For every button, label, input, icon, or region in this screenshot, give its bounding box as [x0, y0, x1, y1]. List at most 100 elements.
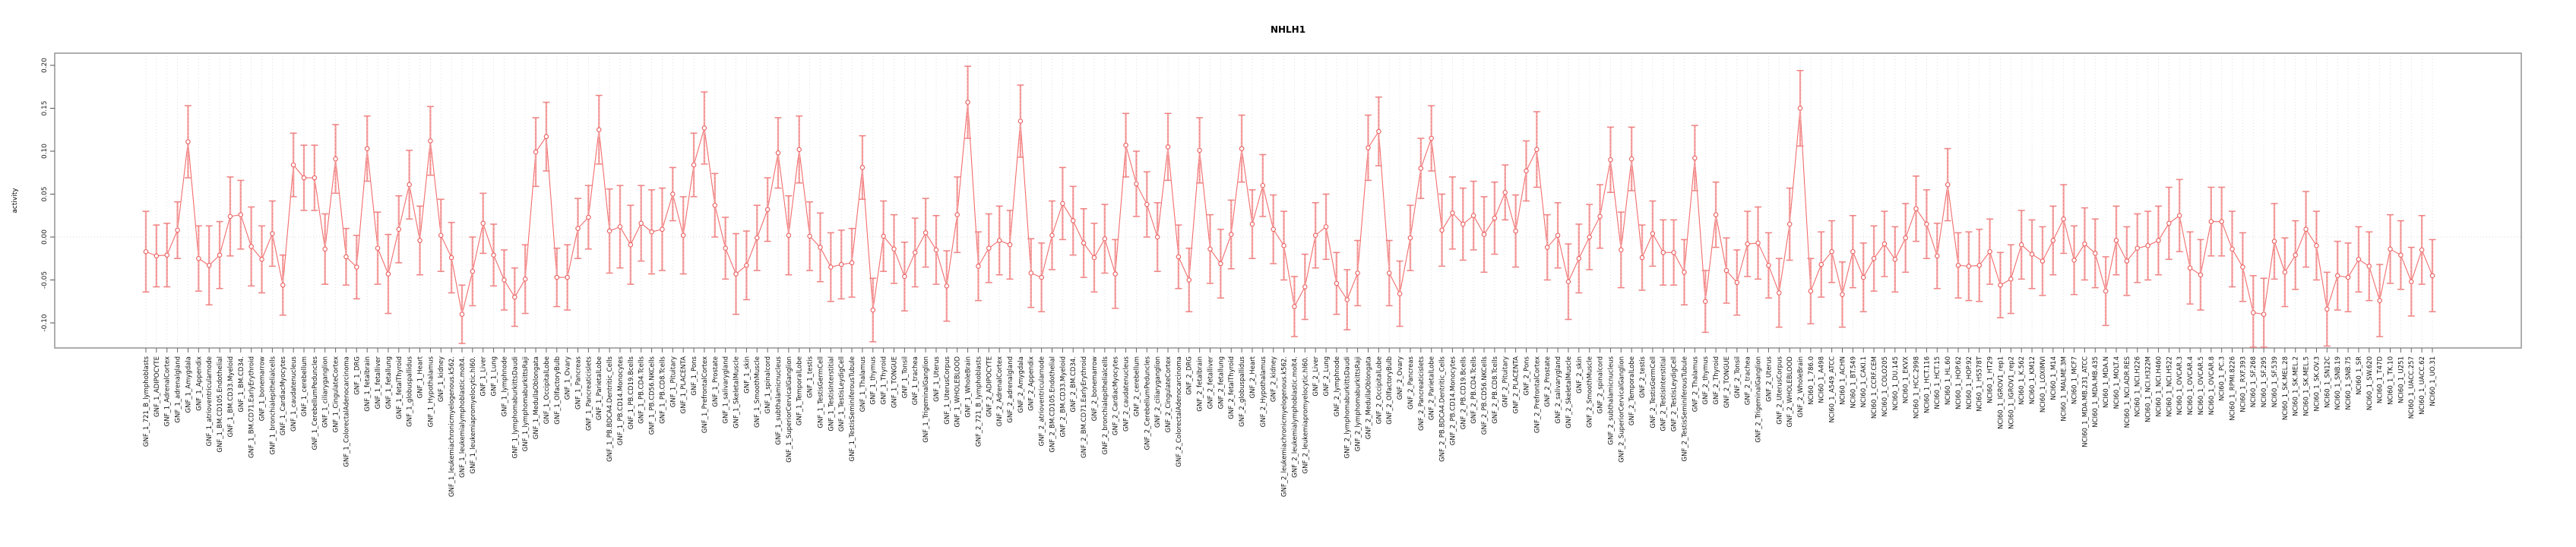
- x-tick-label: GNF_2_fetalThyroid: [1228, 356, 1236, 419]
- data-point: [1039, 274, 1044, 280]
- x-tick-label: GNF_2_Tonsil: [1734, 356, 1742, 398]
- x-tick-label: NCI60_1_SF.268: [2250, 356, 2258, 407]
- x-tick-label: GNF_2_PrefrontalCortex: [1533, 356, 1541, 433]
- data-point: [448, 255, 454, 261]
- data-point: [396, 226, 402, 232]
- data-point: [1628, 156, 1635, 162]
- data-point: [1840, 292, 1845, 297]
- x-tick-label: GNF_1_MedullaOblongata: [533, 356, 540, 439]
- x-tick-label: GNF_1_testis: [807, 356, 815, 397]
- data-point: [1671, 250, 1676, 255]
- x-tick-label: NCI60_1_SNB.75: [2345, 356, 2353, 410]
- data-point: [270, 231, 275, 236]
- x-tick-label: GNF_2_WHOLEBLOOD: [1786, 356, 1794, 428]
- data-point: [1344, 297, 1350, 302]
- x-tick-label: GNF_1_lymphomaburkittsDaudi: [511, 356, 519, 458]
- data-point: [1176, 254, 1182, 260]
- x-tick-label: GNF_1_ADIPOCYTE: [153, 356, 161, 417]
- x-tick-label: GNF_2_Thalamus: [1691, 356, 1699, 412]
- x-tick-label: NCI60_1_MCF7: [2071, 356, 2079, 404]
- data-point: [586, 214, 591, 220]
- x-tick-label: NCI60_1_786.0: [1808, 356, 1815, 405]
- x-tick-label: GNF_1_Thyroid: [881, 356, 888, 405]
- data-point: [1060, 201, 1065, 207]
- x-tick-label: GNF_1_Thalamus: [859, 356, 867, 412]
- x-tick-label: GNF_1_BM.CD33.Myeloid: [227, 356, 235, 438]
- x-tick-label: GNF_1_ciliaryganglion: [322, 356, 330, 428]
- x-tick-label: GNF_2_bonemarrow: [1091, 356, 1099, 421]
- x-tick-label: NCI60_1_DU.145: [1892, 356, 1900, 410]
- x-tick-label: GNF_1_leukemiachronicmyelogenous.k562.: [448, 356, 456, 497]
- data-point: [1386, 270, 1392, 276]
- x-tick-label: GNF_2_Prostate: [1544, 356, 1552, 407]
- data-point: [828, 264, 834, 270]
- data-point: [206, 263, 212, 268]
- data-point: [1544, 245, 1550, 250]
- data-point: [533, 149, 539, 155]
- x-tick-label: NCI60_1_RPMI.8226: [2229, 356, 2237, 421]
- data-point: [680, 232, 686, 238]
- data-point: [2166, 220, 2172, 226]
- x-tick-label: GNF_1_TestisSeminiferousTubule: [849, 356, 856, 462]
- x-tick-label: GNF_1_Hypothalamus: [427, 356, 435, 427]
- data-point: [986, 245, 992, 251]
- x-tick-label: GNF_2_DRG: [1186, 356, 1194, 395]
- x-tick-label: GNF_1_WholeBrain: [965, 356, 973, 418]
- x-tick-label: GNF_1_spinalcord: [764, 356, 772, 414]
- x-tick-label: NCI60_1_K.562: [2018, 356, 2026, 405]
- data-point: [870, 307, 876, 313]
- data-point: [2240, 264, 2245, 270]
- x-tick-label: NCI60_1_NCI.H460: [2155, 356, 2163, 417]
- data-point: [754, 235, 760, 241]
- x-tick-label: GNF_1_BM.CD105.Endothelial: [217, 356, 224, 453]
- x-tick-label: GNF_2_fetalbrain: [1197, 356, 1204, 412]
- x-tick-label: NCI60_1_LOXIMVI: [2040, 356, 2047, 413]
- x-tick-label: GNF_1_PB.CD56.NKCells: [649, 356, 657, 435]
- data-point: [1723, 267, 1729, 274]
- x-tick-label: GNF_2_testis: [1639, 356, 1647, 397]
- x-tick-label: GNF_2_globuspallidus: [1239, 356, 1246, 426]
- x-tick-label: NCI60_1_PC.3: [2219, 356, 2226, 401]
- data-point: [1470, 213, 1476, 218]
- x-tick-label: NCI60_1_BT.549: [1850, 356, 1857, 408]
- x-tick-label: NCI60_1_OVCAR.4: [2187, 356, 2195, 415]
- y-tick-label: -0.10: [41, 314, 49, 332]
- data-point: [312, 175, 318, 181]
- data-point: [1249, 221, 1255, 227]
- data-point: [1481, 232, 1487, 237]
- x-tick-label: GNF_2_Uterus: [1765, 356, 1773, 401]
- x-tick-label: GNF_1_Appendix: [195, 356, 203, 411]
- data-point: [2409, 279, 2414, 285]
- data-point: [290, 162, 296, 168]
- x-tick-label: GNF_1_DRG: [353, 356, 361, 395]
- x-tick-label: GNF_2_SuperiorCervicalGanglion: [1618, 356, 1625, 463]
- x-tick-label: NCI60_1_IGROV1_rep2: [2008, 356, 2015, 429]
- data-point: [1281, 243, 1286, 248]
- x-tick-label: GNF_1_UterusCorpus: [944, 356, 951, 424]
- data-point: [1186, 277, 1192, 283]
- data-point: [1945, 182, 1951, 188]
- data-point: [1555, 232, 1561, 238]
- data-point: [333, 156, 338, 162]
- data-point: [1017, 119, 1024, 124]
- data-point: [628, 242, 634, 248]
- data-point: [1818, 261, 1824, 267]
- x-tick-label: GNF_1_fetallung: [385, 356, 393, 409]
- data-point: [1418, 166, 1424, 171]
- x-tick-label: GNF_2_ColorectalAdenocarcinoma: [1176, 356, 1183, 467]
- data-point: [2187, 265, 2193, 270]
- x-tick-label: NCI60_1_MDA.MB.435: [2092, 356, 2100, 428]
- data-point: [775, 150, 781, 156]
- x-axis: GNF_1_721_B_lymphoblasts GNF_1_ADIPOCYTE G…: [143, 348, 2437, 497]
- data-point: [1966, 264, 1972, 269]
- data-point: [796, 147, 802, 152]
- x-tick-label: GNF_2_leukemiachronicmyelogenous.k562.: [1281, 356, 1289, 497]
- x-tick-label: GNF_1_TestisGermCell: [817, 356, 824, 428]
- data-point: [1534, 147, 1540, 152]
- x-tick-label: GNF_1_bronchialepithelialcells: [269, 356, 277, 454]
- data-point: [1070, 218, 1076, 223]
- x-tick-label: GNF_2_PB.CD56.NKCells: [1481, 356, 1489, 435]
- data-point: [1619, 247, 1624, 253]
- data-point: [649, 229, 654, 235]
- data-point: [1134, 181, 1139, 187]
